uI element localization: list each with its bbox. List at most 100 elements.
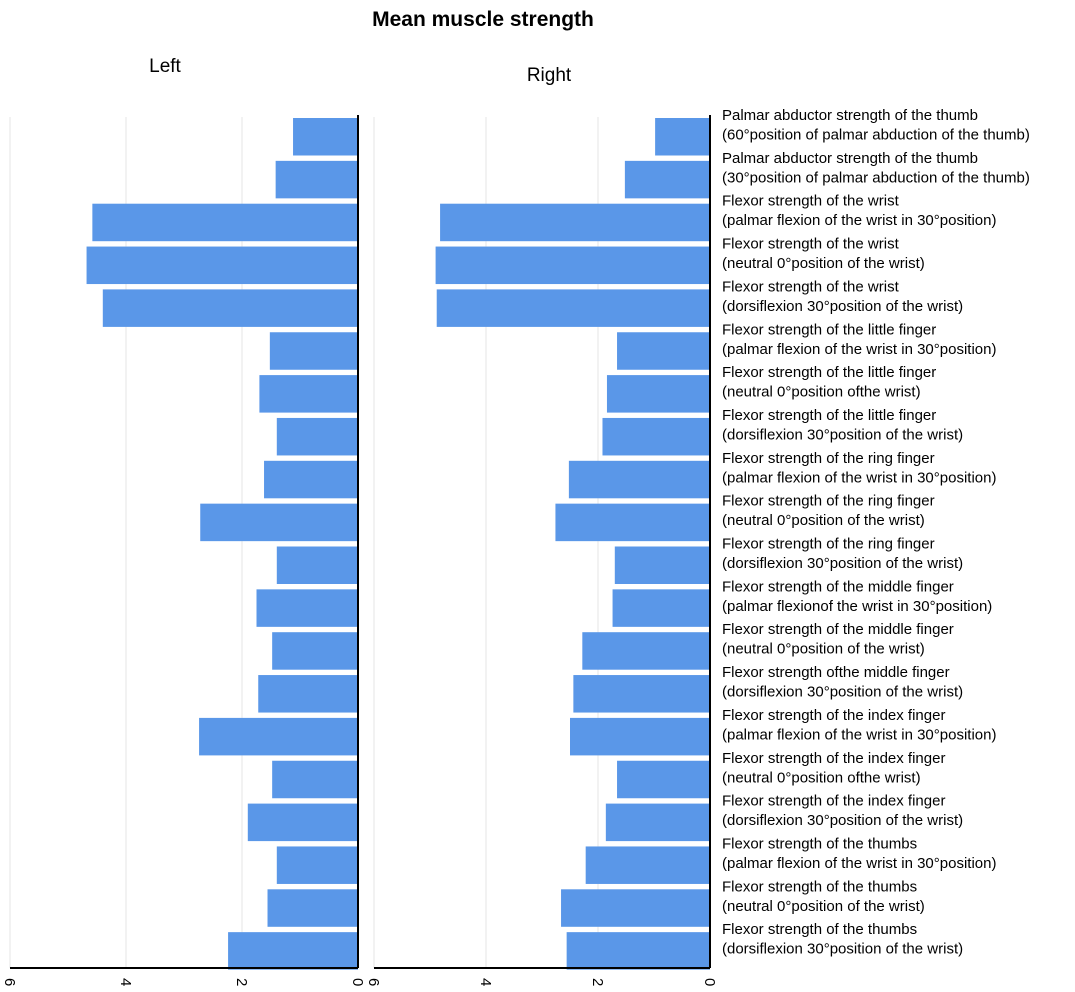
category-label-line1: Flexor strength of the wrist: [722, 236, 900, 253]
bar-left-5: [102, 289, 358, 327]
category-label: Flexor strength of the middle finger (pal…: [722, 578, 992, 615]
category-label: Flexor strength of the ring finger (palma…: [722, 450, 996, 487]
category-label: Flexor strength of the wrist (dorsiflexio…: [722, 278, 963, 315]
bar-right-15: [570, 717, 710, 756]
panel-title-right: Right: [527, 65, 572, 86]
category-label: Flexor strength of the little finger (pal…: [722, 321, 996, 358]
category-label: Flexor strength of the index finger (dors…: [722, 793, 963, 830]
category-label-line2: (dorsiflexion 30°position of the wrist): [722, 298, 963, 315]
category-label-line1: Flexor strength of the ring finger: [722, 493, 935, 510]
category-label-line2: (palmar flexion of the wrist in 30°posit…: [722, 855, 996, 872]
category-label: Flexor strength of the ring finger (neutr…: [722, 493, 935, 530]
category-label: Flexor strength of the index finger (palm…: [722, 707, 996, 744]
category-label-line1: Flexor strength of the index finger: [722, 707, 945, 724]
bar-right-5: [436, 289, 710, 327]
x-tick-label: 6: [1, 978, 18, 986]
bar-left-16: [272, 760, 358, 799]
category-label-line2: (neutral 0°position of the wrist): [722, 898, 925, 915]
x-tick-label: 0: [349, 978, 366, 986]
bar-right-11: [614, 546, 710, 584]
bar-left-19: [267, 889, 358, 927]
category-label-line2: (palmar flexion of the wrist in 30°posit…: [722, 212, 996, 229]
category-label-line2: (palmar flexion of the wrist in 30°posit…: [722, 726, 996, 743]
category-label: Flexor strength of the thumbs (neutral 0°…: [722, 878, 925, 915]
category-label: Flexor strength of the little finger (neu…: [722, 364, 936, 401]
category-label-line2: (60°position of palmar abduction of the …: [722, 127, 1030, 144]
category-label-line1: Flexor strength ofthe middle finger: [722, 664, 950, 681]
bar-left-15: [199, 717, 358, 756]
bar-left-3: [92, 203, 359, 242]
category-label: Flexor strength ofthe middle finger (dors…: [722, 664, 963, 701]
category-label-line1: Flexor strength of the wrist: [722, 193, 900, 210]
bar-left-20: [228, 932, 358, 970]
bar-left-12: [256, 589, 358, 627]
category-label: Flexor strength of the index finger (neut…: [722, 750, 945, 787]
category-label-line1: Palmar abductor strength of the thumb: [722, 107, 978, 124]
category-label-line2: (dorsiflexion 30°position of the wrist): [722, 812, 963, 829]
panel-left: 0 2 4 6: [1, 115, 366, 986]
category-label-line1: Palmar abductor strength of the thumb: [722, 150, 978, 167]
category-label-line1: Flexor strength of the little finger: [722, 407, 936, 424]
bar-right-20: [566, 932, 710, 970]
bar-right-7: [606, 375, 710, 413]
category-label: Flexor strength of the wrist (neutral 0°p…: [722, 236, 925, 272]
bar-right-17: [605, 803, 710, 842]
category-label-line2: (neutral 0°position of the wrist): [722, 512, 925, 529]
category-label-line2: (neutral 0°position ofthe wrist): [722, 769, 921, 786]
bar-right-9: [568, 460, 710, 499]
category-label: Palmar abductor strength of the thumb (30…: [722, 150, 1030, 187]
category-label-line1: Flexor strength of the ring finger: [722, 536, 935, 553]
bar-right-3: [440, 203, 710, 242]
x-tick-label: 4: [477, 978, 494, 986]
bar-right-1: [655, 118, 710, 156]
bar-left-8: [276, 417, 358, 456]
panel-right: 0 2 4 6: [365, 115, 718, 986]
category-label-line2: (palmar flexion of the wrist in 30°posit…: [722, 469, 996, 486]
bar-right-10: [555, 503, 710, 542]
category-label: Flexor strength of the thumbs (palmar fle…: [722, 835, 996, 872]
bar-right-19: [561, 889, 710, 927]
category-label-line1: Flexor strength of the little finger: [722, 364, 936, 381]
bar-right-6: [617, 332, 710, 370]
bar-right-18: [585, 846, 710, 884]
category-label-line1: Flexor strength of the thumbs: [722, 878, 917, 895]
bar-right-4: [435, 246, 710, 285]
category-label-line2: (dorsiflexion 30°position of the wrist): [722, 941, 963, 958]
bar-left-1: [293, 118, 358, 156]
x-tick-label: 0: [701, 978, 718, 986]
bar-left-10: [200, 503, 358, 542]
category-label-line1: Flexor strength of the middle finger: [722, 578, 954, 595]
category-label-line1: Flexor strength of the index finger: [722, 793, 945, 810]
bar-right-16: [617, 760, 710, 799]
category-label-line2: (dorsiflexion 30°position of the wrist): [722, 426, 963, 443]
category-label-line2: (neutral 0°position of the wrist): [722, 255, 925, 272]
category-label-line1: Flexor strength of the little finger: [722, 321, 936, 338]
category-label-line2: (dorsiflexion 30°position of the wrist): [722, 684, 963, 701]
x-tick-label: 2: [233, 978, 250, 986]
bar-left-2: [275, 160, 358, 199]
category-label: Palmar abductor strength of the thumb (60…: [722, 107, 1030, 144]
category-label-line1: Flexor strength of the thumbs: [722, 835, 917, 852]
category-label: Flexor strength of the thumbs (dorsiflexi…: [722, 921, 963, 958]
x-tick-label: 4: [117, 978, 134, 986]
category-label-line1: Flexor strength of the middle finger: [722, 621, 954, 638]
bar-right-8: [602, 417, 710, 456]
category-label-line2: (palmar flexionof the wrist in 30°positi…: [722, 598, 992, 615]
bar-right-12: [612, 589, 710, 627]
bar-right-2: [624, 160, 710, 199]
x-tick-label: 2: [589, 978, 606, 986]
category-label-line2: (dorsiflexion 30°position of the wrist): [722, 555, 963, 572]
bar-left-11: [276, 546, 358, 584]
category-label-line1: Flexor strength of the wrist: [722, 278, 900, 295]
bar-left-14: [258, 675, 358, 713]
category-label-line2: (30°position of palmar abduction of the …: [722, 169, 1030, 186]
bar-left-17: [247, 803, 358, 842]
category-label: Flexor strength of the wrist (palmar flex…: [722, 193, 996, 230]
category-label: Flexor strength of the ring finger (dorsi…: [722, 536, 963, 573]
bar-left-4: [86, 246, 358, 285]
category-label: Flexor strength of the middle finger (neu…: [722, 621, 954, 658]
category-label-line1: Flexor strength of the index finger: [722, 750, 945, 767]
bar-left-7: [259, 375, 358, 413]
x-tick-label: 6: [365, 978, 382, 986]
